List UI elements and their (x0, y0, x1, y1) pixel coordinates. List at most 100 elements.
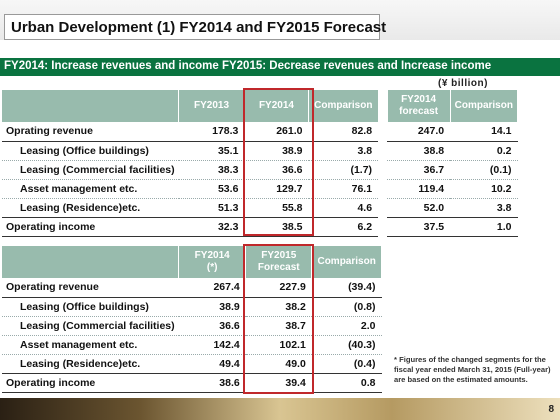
cell-value: 38.9 (178, 297, 246, 317)
gap (378, 141, 387, 160)
cell-value: 178.3 (178, 122, 245, 142)
cell-value: 38.8 (387, 141, 451, 161)
col-header-line: (*) (206, 262, 218, 273)
footnote: * Figures of the changed segments for th… (394, 355, 551, 384)
cell-value: 36.7 (387, 160, 451, 180)
cell-value: 10.2 (450, 179, 518, 199)
cell-value: 32.3 (178, 216, 245, 237)
cell-value: 52.0 (387, 198, 451, 218)
cell-value: 6.2 (308, 216, 379, 237)
cell-value: 55.8 (244, 198, 309, 218)
cell-value: 38.3 (178, 160, 245, 180)
cell-value: 3.8 (308, 141, 379, 161)
cell-value: 14.1 (450, 122, 518, 142)
cell-value: 36.6 (178, 316, 246, 336)
table-row: Leasing (Residence)etc. 49.4 49.0 (0.4) (2, 354, 382, 374)
cell-value: 267.4 (178, 278, 246, 298)
results-table: FY2013 FY2014 Comparison FY2014 forecast… (2, 90, 519, 237)
cell-value: 1.0 (450, 216, 518, 237)
cell-value: 247.0 (387, 122, 451, 142)
page-title: Urban Development (1) FY2014 and FY2015 … (4, 14, 386, 40)
row-label: Operating income (2, 216, 179, 237)
cell-value: 82.8 (308, 122, 379, 142)
cell-value: (0.8) (311, 297, 382, 317)
table-row: Leasing (Commercial facilities) 36.6 38.7 2… (2, 316, 382, 336)
cell-value: 142.4 (178, 335, 246, 355)
cell-value: 36.6 (244, 160, 309, 180)
col-header-line: forecast (399, 106, 439, 117)
row-label: Leasing (Residence)etc. (2, 354, 179, 374)
col-header-line: FY2014 (401, 94, 437, 105)
gap (378, 198, 387, 217)
cell-value: 38.7 (245, 316, 312, 336)
forecast-table: FY2014 (*) FY2015 Forecast Comparison Op… (2, 246, 382, 393)
gap (378, 160, 387, 179)
table-row: Leasing (Office buildings) 38.9 38.2 (0.8) (2, 297, 382, 317)
cell-value: 49.4 (178, 354, 246, 374)
cell-value: (40.3) (311, 335, 382, 355)
cell-value: 4.6 (308, 198, 379, 218)
subtitle-bar: FY2014: Increase revenues and income FY2… (0, 58, 560, 76)
unit-label: (¥ billion) (438, 78, 488, 89)
table-row: Operating income 32.3 38.5 6.2 37.5 1.0 (2, 216, 518, 237)
cell-value: 119.4 (387, 179, 451, 199)
cell-value: 0.2 (450, 141, 518, 161)
cell-value: 38.6 (178, 372, 246, 393)
page-number: 8 (548, 404, 554, 415)
cell-value: 39.4 (245, 372, 312, 393)
row-label: Asset management etc. (2, 335, 179, 355)
cell-value: 0.8 (311, 372, 382, 393)
cell-value: 261.0 (244, 122, 309, 142)
col-header: Comparison (311, 246, 382, 278)
footer-bar (0, 398, 560, 420)
cell-value: 3.8 (450, 198, 518, 218)
cell-value: (1.7) (308, 160, 379, 180)
cell-value: 51.3 (178, 198, 245, 218)
cell-value: (39.4) (311, 278, 382, 298)
cell-value: 53.6 (178, 179, 245, 199)
col-header: FY2014 (244, 90, 310, 122)
cell-value: 76.1 (308, 179, 379, 199)
table-row: Operating revenue 267.4 227.9 (39.4) (2, 278, 382, 298)
table-row: Leasing (Commercial facilities) 38.3 36.6(… (2, 160, 518, 180)
col-header: FY2015 Forecast (245, 246, 313, 278)
row-label: Oprating revenue (2, 122, 179, 142)
cell-value: 227.9 (245, 278, 312, 298)
table-row: Asset management etc. 142.4 102.1 (40.3) (2, 335, 382, 355)
row-label: Leasing (Commercial facilities) (2, 160, 179, 180)
table-row: Asset management etc. 53.6 129.7 76.1 119.4 1… (2, 179, 518, 199)
col-header-line: Forecast (257, 262, 300, 273)
header-blank (2, 90, 180, 122)
row-label: Leasing (Residence)etc. (2, 198, 179, 218)
col-header: FY2014 (*) (178, 246, 247, 278)
cell-value: 38.9 (244, 141, 309, 161)
cell-value: 2.0 (311, 316, 382, 336)
table-row: Oprating revenue 178.3 261.0 82.8 247.0 14.1 (2, 122, 518, 142)
row-label: Leasing (Office buildings) (2, 141, 179, 161)
col-header: FY2014 forecast (387, 90, 451, 122)
row-label: Leasing (Office buildings) (2, 297, 179, 317)
row-label: Operating revenue (2, 278, 179, 298)
cell-value: 38.5 (244, 216, 309, 237)
table-row: Operating income 38.6 39.4 0.8 (2, 372, 382, 393)
col-header: Comparison (308, 90, 379, 122)
cell-value: (0.1) (450, 160, 518, 180)
col-header-line: FY2015 (261, 250, 297, 261)
header-blank (2, 246, 180, 278)
gap (378, 179, 387, 198)
row-label: Operating income (2, 372, 179, 393)
cell-value: 129.7 (244, 179, 309, 199)
cell-value: 38.2 (245, 297, 312, 317)
table-row: Leasing (Residence)etc. 51.3 55.8 4.6 52.0 3.… (2, 198, 518, 218)
gap (378, 217, 387, 236)
row-label: Leasing (Commercial facilities) (2, 316, 179, 336)
col-header: Comparison (450, 90, 519, 122)
gap (378, 90, 388, 122)
gap (378, 122, 387, 141)
table-row: Leasing (Office buildings) 35.1 38.9 3.8 38.… (2, 141, 518, 161)
cell-value: 49.0 (245, 354, 312, 374)
cell-value: 37.5 (387, 216, 451, 237)
cell-value: (0.4) (311, 354, 382, 374)
cell-value: 35.1 (178, 141, 245, 161)
row-label: Asset management etc. (2, 179, 179, 199)
